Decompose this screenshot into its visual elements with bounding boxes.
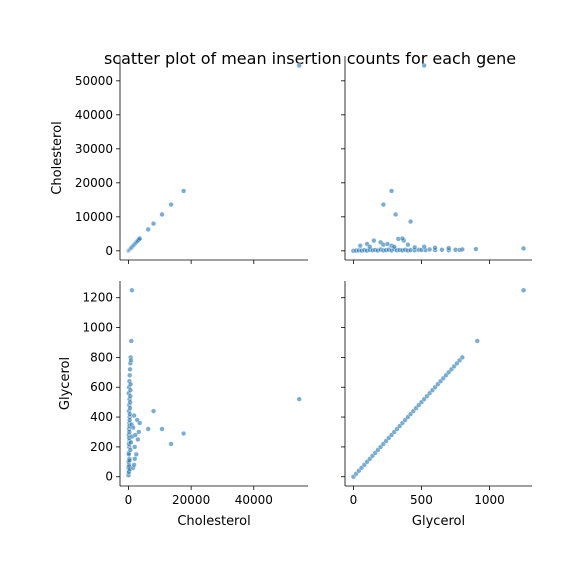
- data-point: [159, 426, 165, 432]
- y-tick-label: 400: [90, 410, 113, 424]
- data-point: [150, 221, 157, 227]
- data-point: [128, 357, 134, 363]
- data-point: [296, 396, 302, 402]
- x-axis-label: Cholesterol: [177, 514, 250, 529]
- data-point: [474, 338, 480, 344]
- data-point: [520, 287, 527, 293]
- x-tick-label: 500: [410, 493, 433, 507]
- panel-1-1: 0 500 1000: [341, 281, 532, 507]
- y-tick-label: 1000: [82, 321, 113, 335]
- y-tick-label: 600: [90, 380, 113, 394]
- y-tick-label: 50000: [75, 74, 113, 88]
- data-point: [128, 338, 134, 344]
- data-point: [127, 411, 133, 417]
- data-point: [520, 245, 527, 252]
- data-point: [168, 201, 174, 208]
- data-point: [181, 188, 187, 194]
- y-axis-label: Glycerol: [58, 357, 73, 410]
- panel-0-1: [341, 56, 532, 264]
- data-point: [357, 243, 363, 249]
- data-point: [127, 387, 134, 393]
- data-point: [136, 429, 142, 435]
- data-point: [391, 244, 397, 250]
- data-point: [412, 244, 418, 251]
- y-tick-label: 1200: [82, 291, 113, 305]
- data-point: [446, 245, 452, 251]
- data-point: [168, 441, 174, 447]
- data-point: [127, 372, 133, 378]
- data-point: [459, 354, 465, 360]
- y-tick-label: 30000: [75, 142, 113, 156]
- data-point: [145, 426, 151, 432]
- data-point: [473, 246, 479, 252]
- pairplot-panels: 0100002000030000400005000002004006008001…: [75, 56, 532, 507]
- data-point: [459, 246, 465, 253]
- data-point: [137, 235, 143, 242]
- data-point: [439, 247, 445, 253]
- data-point: [131, 412, 137, 419]
- data-point: [388, 188, 395, 194]
- data-point: [432, 245, 438, 251]
- data-point: [127, 393, 133, 399]
- y-tick-label: 0: [105, 244, 113, 258]
- data-point: [135, 436, 141, 443]
- data-point: [421, 244, 427, 250]
- x-tick-label: 1000: [474, 493, 505, 507]
- y-tick-label: 10000: [75, 210, 113, 224]
- y-tick-label: 200: [90, 440, 113, 454]
- data-point: [380, 201, 386, 208]
- data-point: [407, 218, 414, 225]
- data-point: [126, 451, 132, 457]
- data-point: [427, 246, 433, 253]
- chart-title: scatter plot of mean insertion counts fo…: [104, 49, 516, 68]
- panel-1-0: 0 200 400 600 800 1000 1200 0 20000 40000: [82, 281, 308, 507]
- data-point: [132, 444, 138, 450]
- y-tick-label: 20000: [75, 176, 113, 190]
- data-point: [132, 432, 138, 438]
- data-point: [126, 429, 132, 435]
- data-point: [129, 287, 135, 293]
- data-point: [133, 451, 139, 457]
- data-point: [127, 381, 134, 387]
- data-point: [127, 405, 133, 411]
- y-axis-label: Cholesterol: [50, 121, 65, 194]
- data-point: [393, 211, 399, 218]
- y-tick-label: 40000: [75, 108, 113, 122]
- data-point: [159, 211, 165, 218]
- data-point: [296, 62, 302, 69]
- data-point: [367, 244, 373, 250]
- data-point: [130, 424, 136, 431]
- data-point: [145, 226, 151, 233]
- x-tick-label: 0: [350, 493, 358, 507]
- data-point: [405, 242, 411, 248]
- data-point: [127, 417, 133, 423]
- y-tick-label: 800: [90, 350, 113, 364]
- x-tick-label: 20000: [172, 493, 210, 507]
- data-point: [132, 456, 138, 462]
- data-point: [127, 447, 133, 453]
- data-point: [150, 408, 157, 414]
- x-tick-label: 0: [125, 493, 133, 507]
- data-point: [131, 462, 137, 468]
- data-point: [137, 420, 143, 426]
- data-point: [127, 366, 133, 372]
- data-point: [371, 238, 377, 244]
- data-point: [181, 430, 187, 437]
- data-point: [421, 62, 427, 69]
- x-tick-label: 40000: [235, 493, 273, 507]
- x-axis-label: Glycerol: [412, 514, 465, 529]
- data-point: [399, 235, 406, 242]
- y-tick-label: 0: [105, 470, 113, 484]
- data-point: [128, 439, 134, 446]
- data-point: [126, 457, 133, 463]
- data-point: [127, 399, 133, 405]
- panel-0-0: 0 10000 20000 30000 40000 50000: [75, 56, 308, 264]
